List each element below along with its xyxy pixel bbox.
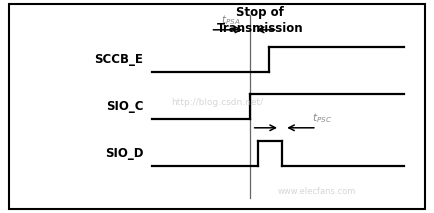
Text: SIO_C: SIO_C — [106, 100, 143, 113]
Text: SIO_D: SIO_D — [105, 147, 143, 160]
Text: http://blog.csdn.net/: http://blog.csdn.net/ — [171, 98, 263, 107]
Text: Stop of
Transmission: Stop of Transmission — [217, 6, 304, 35]
Text: $t_{PSC}$: $t_{PSC}$ — [312, 111, 332, 125]
Text: $t_{PSA}$: $t_{PSA}$ — [221, 13, 241, 27]
Text: SCCB_E: SCCB_E — [94, 53, 143, 66]
Text: www.elecfans.com: www.elecfans.com — [278, 187, 356, 196]
